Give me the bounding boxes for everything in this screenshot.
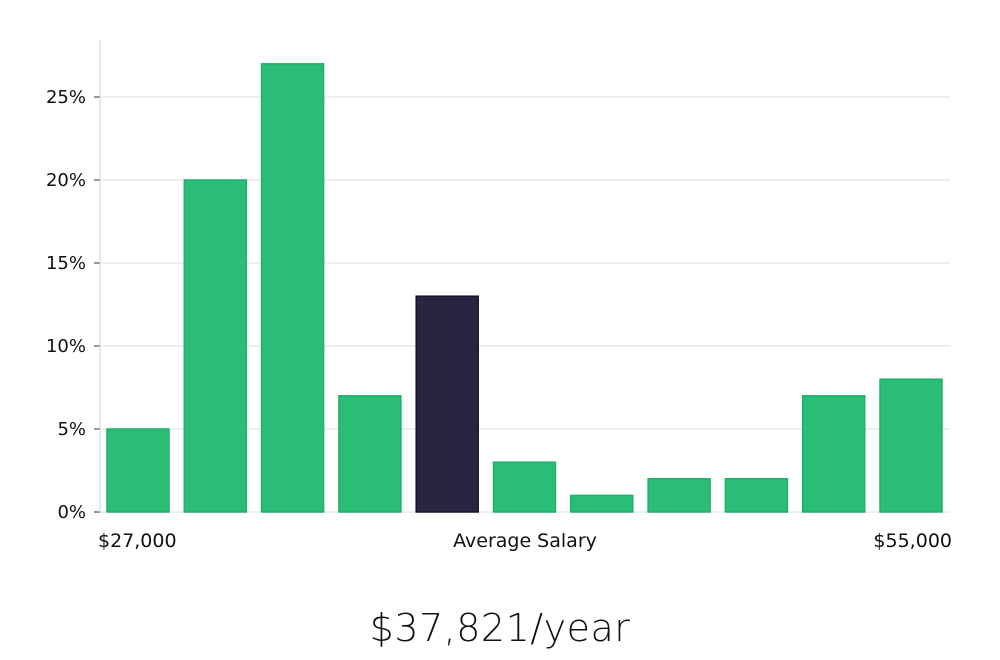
- bar: [724, 478, 789, 513]
- y-tick-label: 5%: [57, 419, 86, 440]
- x-min-label: $27,000: [98, 530, 177, 552]
- x-max-label: $55,000: [873, 530, 952, 552]
- bar: [647, 478, 711, 513]
- bar: [106, 428, 170, 513]
- bar: [183, 179, 248, 513]
- salary-distribution-chart: 0%5%10%15%20%25% $27,000 Average Salary …: [46, 40, 952, 552]
- x-axis-label: Average Salary: [453, 530, 597, 552]
- bar: [801, 395, 866, 513]
- y-tick-label: 25%: [46, 87, 86, 108]
- bar: [492, 461, 557, 513]
- y-tick-label: 0%: [57, 502, 86, 523]
- y-tick-label: 15%: [46, 253, 86, 274]
- y-tick-label: 10%: [46, 336, 86, 357]
- average-salary-value: $37,821/year: [369, 606, 631, 650]
- bar-average-salary: [415, 295, 479, 513]
- y-tick-labels: 0% 5% 10% 15% 20% 25%: [46, 87, 86, 523]
- bar: [879, 378, 943, 513]
- bar: [338, 395, 402, 513]
- y-tick-label: 20%: [46, 170, 86, 191]
- bar: [260, 63, 325, 513]
- bar: [570, 494, 634, 513]
- bars: [106, 63, 943, 513]
